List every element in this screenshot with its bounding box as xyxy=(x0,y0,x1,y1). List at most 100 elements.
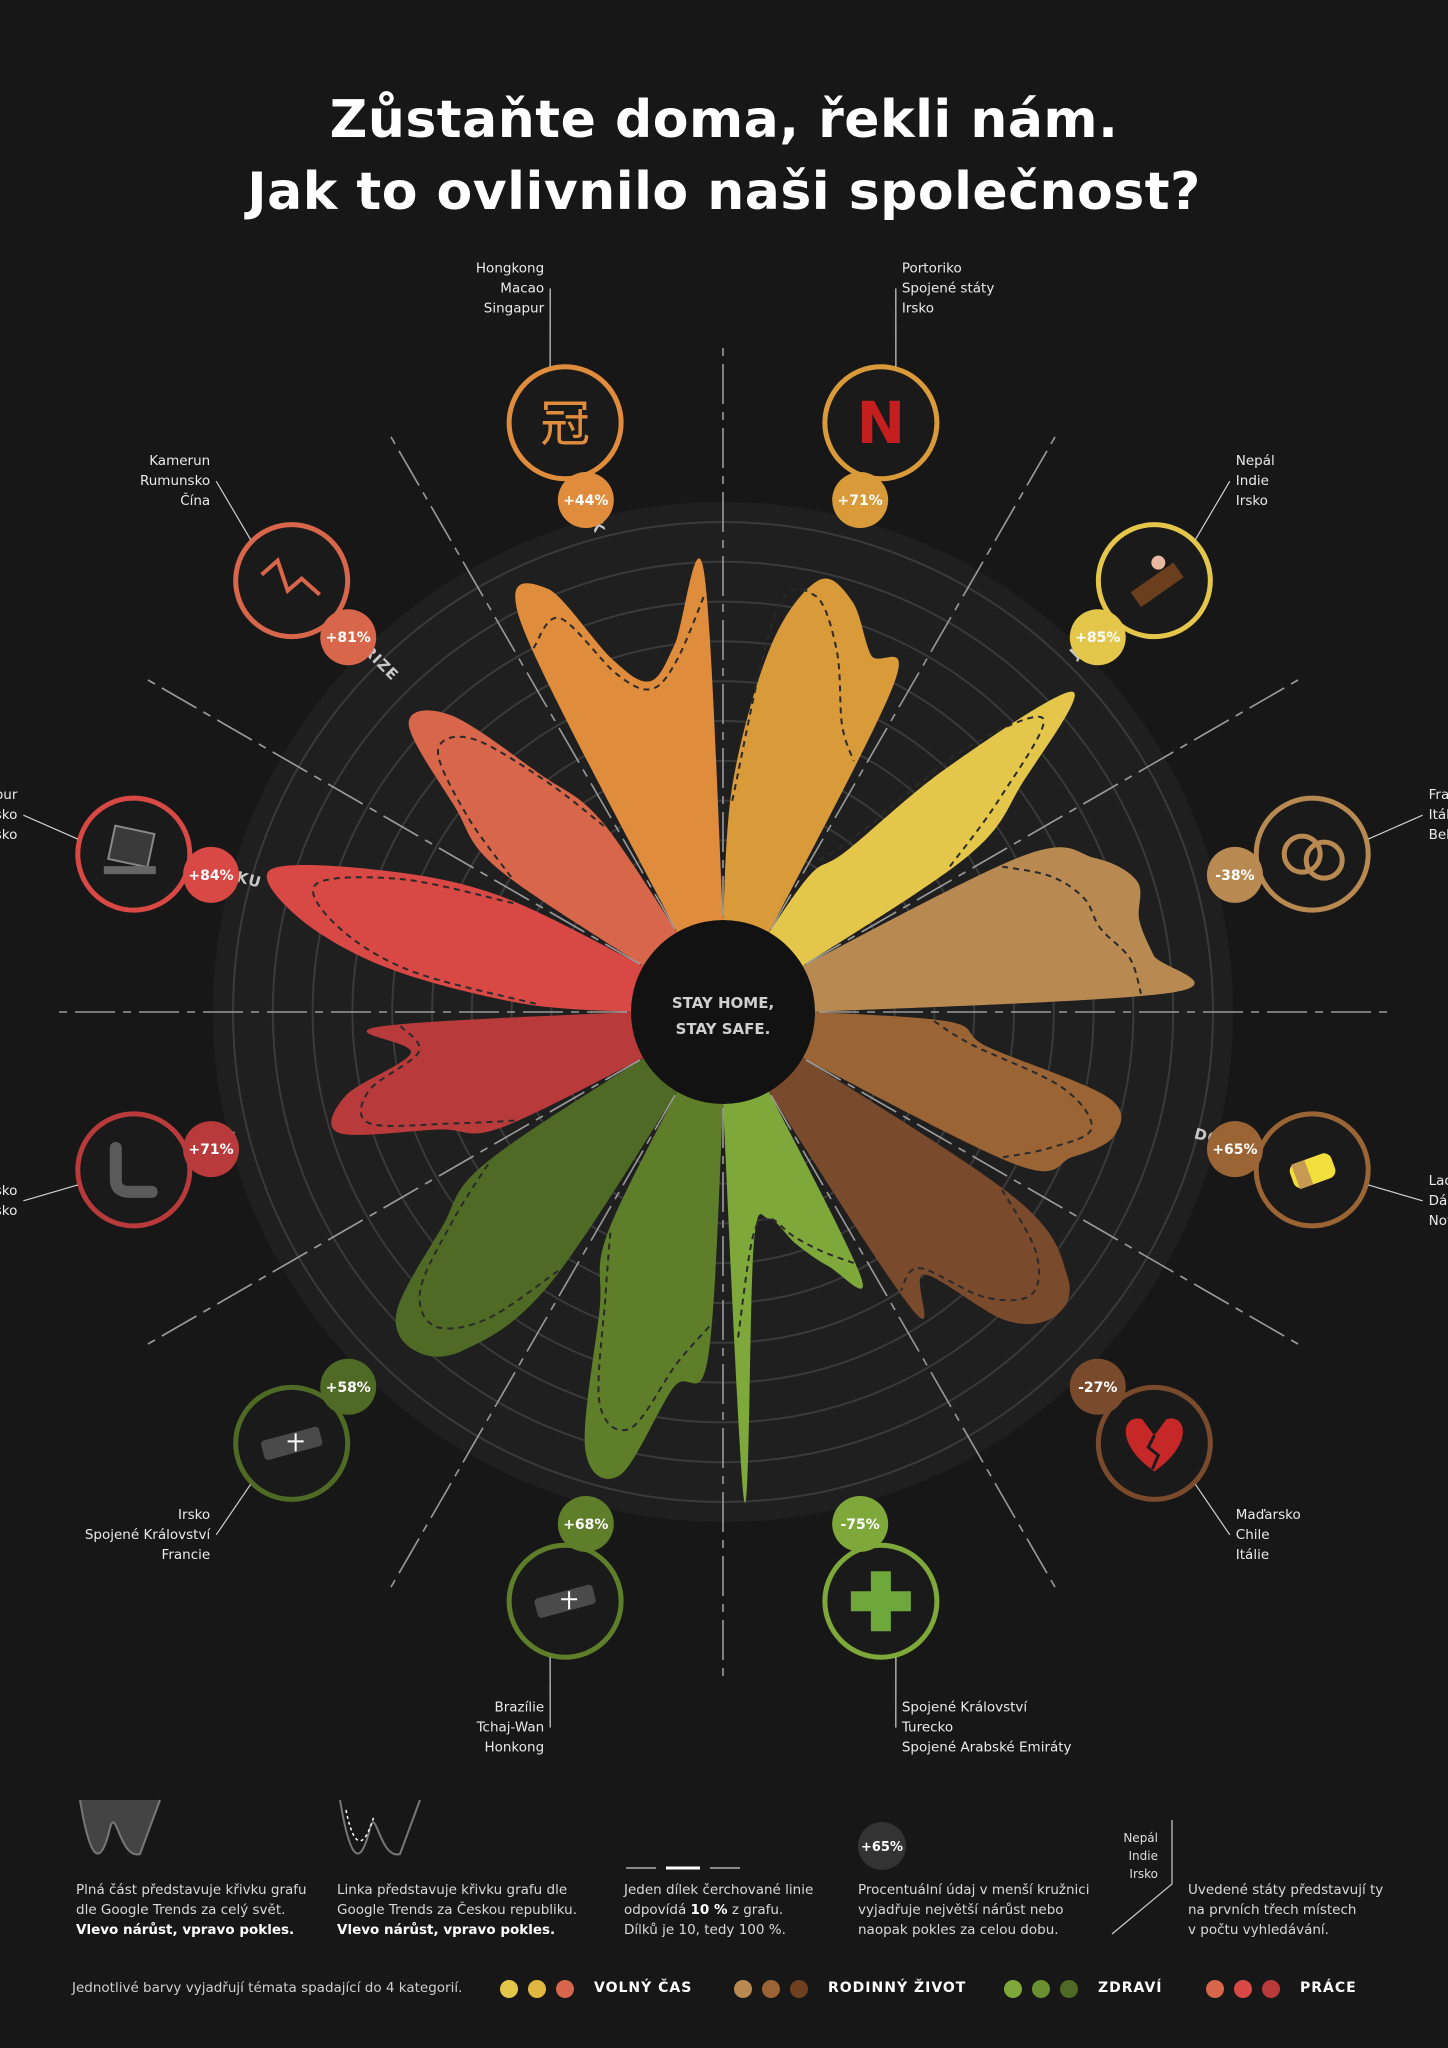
country-item: Honkong xyxy=(484,1740,544,1756)
country-item: Turecko xyxy=(901,1720,953,1736)
coffin-skull-icon xyxy=(534,1584,596,1618)
cz-line-9 xyxy=(311,876,536,1005)
chinese-character-icon-bubble xyxy=(506,364,624,482)
country-item: Spojené státy xyxy=(902,280,995,296)
country-item: Hongkong xyxy=(476,260,544,276)
cz-line-11 xyxy=(532,593,706,691)
percent-value: +58% xyxy=(326,1380,371,1396)
percent-value: +71% xyxy=(838,493,883,509)
petal-0 xyxy=(723,578,899,933)
legend-percent-badge xyxy=(858,1822,906,1870)
percent-value: -38% xyxy=(1215,868,1254,884)
country-item: Laos xyxy=(1429,1173,1448,1189)
percent-value: +81% xyxy=(326,630,371,646)
percent-badge xyxy=(320,609,377,666)
category-dot xyxy=(1032,1980,1050,1998)
broken-heart-icon xyxy=(1125,1418,1183,1472)
legend-cz-line xyxy=(345,1809,375,1842)
petal-4 xyxy=(769,1058,1070,1325)
axis-line-11 xyxy=(387,431,676,930)
category-label: PRÁCE xyxy=(1300,1980,1357,1996)
category-label: VOLNÝ ČAS xyxy=(594,1980,693,1996)
petal-1 xyxy=(769,691,1075,966)
country-item: Itálie xyxy=(1429,807,1448,823)
legend-country-example: Irsko xyxy=(1129,1867,1158,1881)
country-item: Singapur xyxy=(0,787,18,803)
cz-line-3 xyxy=(933,1020,1093,1159)
legend-solid-wave xyxy=(79,1799,161,1856)
category-dot xyxy=(762,1980,780,1998)
legend-countries-text: Uvedené státy představují ty na prvních … xyxy=(1188,1882,1384,1938)
percent-value: +65% xyxy=(1212,1142,1257,1158)
country-item: Francie xyxy=(1429,787,1448,803)
netflix-logo-icon: N xyxy=(857,389,906,457)
country-item: Portoriko xyxy=(902,260,962,276)
svg-text:冠: 冠 xyxy=(540,395,590,453)
category-dot xyxy=(500,1980,518,1998)
percent-value: +44% xyxy=(563,493,608,509)
grid-ring xyxy=(311,600,1135,1424)
percent-badge xyxy=(1069,1358,1126,1415)
percent-badge xyxy=(557,1495,614,1552)
percent-value: +71% xyxy=(188,1142,233,1158)
category-label: ZDRAVÍ xyxy=(1098,1980,1163,1996)
country-item: Nepál xyxy=(1236,453,1275,469)
country-item: Belgie xyxy=(1429,827,1448,843)
category-dot xyxy=(528,1980,546,1998)
percent-badge xyxy=(183,846,240,903)
country-item: Spojené Arabské Emiráty xyxy=(902,1740,1072,1756)
wedding-rings-icon xyxy=(1281,833,1345,881)
falling-graph-icon-bubble xyxy=(233,522,351,640)
country-item: Brazílie xyxy=(494,1700,544,1716)
grid-ring xyxy=(391,680,1055,1344)
cz-line-5 xyxy=(736,1217,855,1343)
percent-badge xyxy=(832,472,889,529)
legend-solid-text: Plná část představuje křivku grafu dle G… xyxy=(76,1882,307,1938)
country-leader-line xyxy=(23,1184,78,1202)
country-item: Dánsko xyxy=(1429,1193,1448,1209)
petal-2 xyxy=(802,847,1195,1012)
percent-badge xyxy=(1206,1121,1263,1178)
category-label: RODINNÝ ŽIVOT xyxy=(828,1980,967,1996)
axis-line-1 xyxy=(770,431,1059,930)
percent-badge xyxy=(832,1495,889,1552)
country-item: Singapur xyxy=(484,300,545,316)
axis-line-5 xyxy=(770,1094,1059,1593)
country-item: Nový Zéland xyxy=(1429,1213,1448,1229)
medical-cross-icon xyxy=(850,1571,911,1632)
axis-line-8 xyxy=(142,1059,641,1348)
legend-line-text: Linka představuje křivku grafu dle Googl… xyxy=(337,1882,578,1938)
country-item: Japonsko xyxy=(0,807,17,823)
axis-line-2 xyxy=(805,676,1304,965)
percent-badge xyxy=(1206,846,1263,903)
cz-line-2 xyxy=(1002,865,1142,995)
cz-line-7 xyxy=(418,1159,559,1330)
country-leader-line xyxy=(1367,814,1423,840)
country-item: Chile xyxy=(1236,1527,1270,1543)
category-dot xyxy=(1206,1980,1224,1998)
wedding-rings-icon-bubble xyxy=(1253,795,1371,913)
center-label-line-2: STAY SAFE. xyxy=(676,1020,771,1038)
cz-line-6 xyxy=(597,1227,711,1432)
laptop-icon xyxy=(103,824,156,875)
country-item: Čína xyxy=(180,491,210,509)
country-item: Spojené Království xyxy=(902,1700,1029,1716)
percent-value: +68% xyxy=(563,1517,608,1533)
categories-note: Jednotlivé barvy vyjadřují témata spadaj… xyxy=(72,1980,463,1996)
petal-11 xyxy=(515,558,723,933)
category-dot xyxy=(1262,1980,1280,1998)
country-item: Tchaj-Wan xyxy=(476,1720,545,1736)
country-item: Kamerun xyxy=(149,453,210,469)
title-line-1: Zůstaňte doma, řekli nám. xyxy=(329,90,1119,150)
center-label-line-1: STAY HOME, xyxy=(672,994,774,1012)
percent-badge xyxy=(320,1358,377,1415)
petal-8 xyxy=(331,1012,644,1135)
percent-value: +85% xyxy=(1075,630,1120,646)
category-dot xyxy=(790,1980,808,1998)
legend-percent-badge-value: +65% xyxy=(861,1840,903,1855)
country-leader-line xyxy=(215,1484,252,1536)
title-line-2: Jak to ovlivnilo naši společnost? xyxy=(247,162,1201,222)
petal-7 xyxy=(395,1058,677,1357)
petal-3 xyxy=(802,1012,1122,1172)
